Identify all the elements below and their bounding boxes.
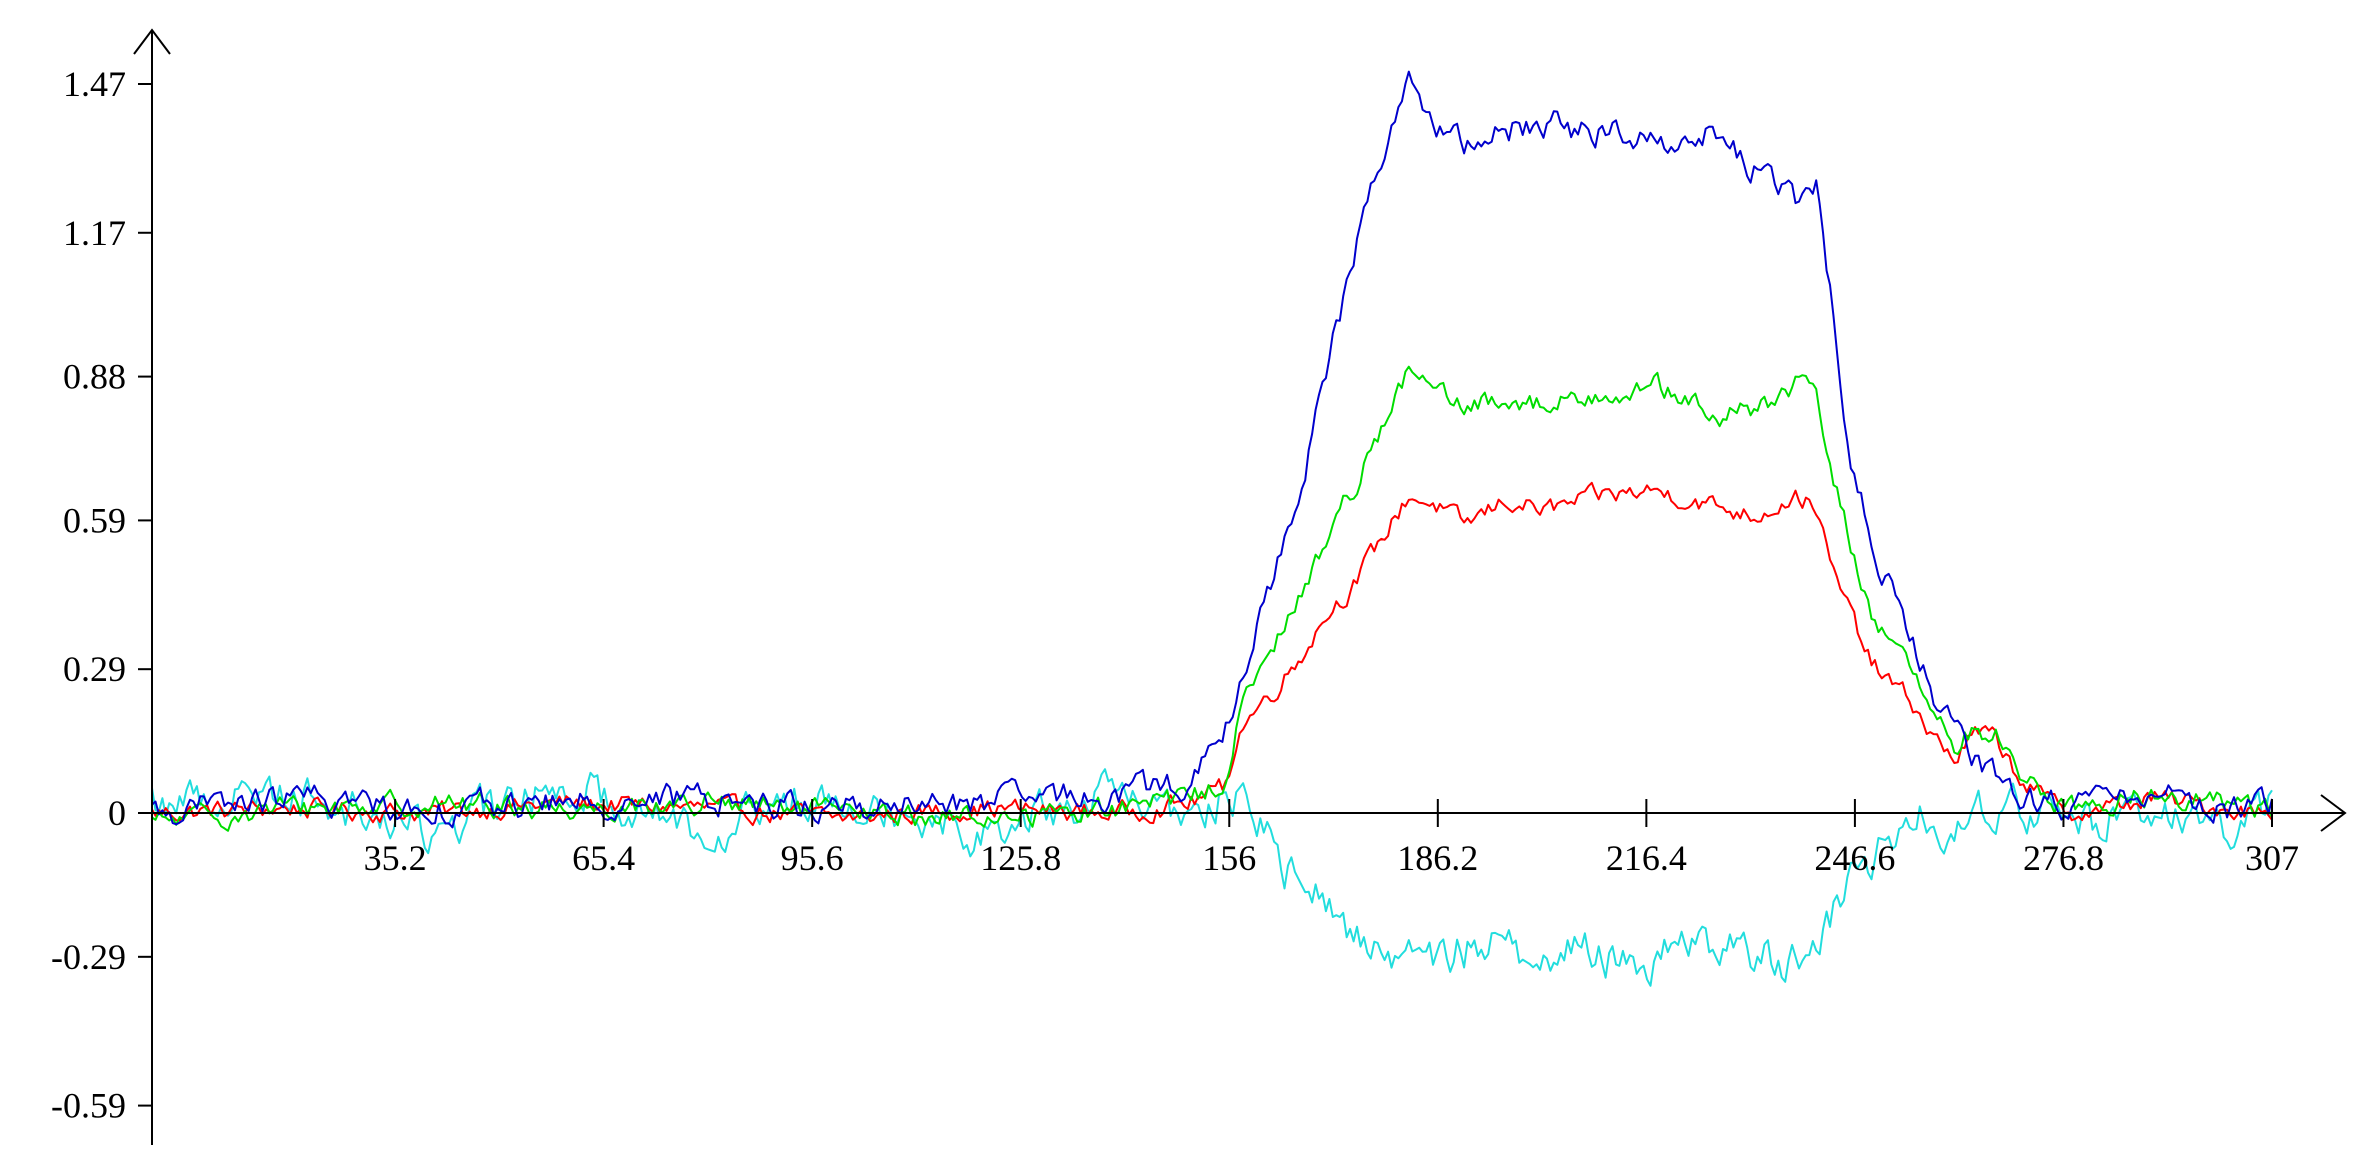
- y-tick-label: 0.59: [63, 500, 126, 540]
- y-tick-label: 0: [108, 793, 126, 833]
- y-tick-label: 1.47: [63, 64, 126, 104]
- y-tick-label: -0.59: [51, 1086, 126, 1126]
- x-tick-label: 95.6: [781, 838, 844, 878]
- x-tick-label: 276.8: [2023, 838, 2104, 878]
- series-line-2: [151, 365, 2273, 832]
- ticks-group: 1.47 1.17 0.88 0.59 0.29 0 -0.29 -0.59 35.2 65.4 9…: [51, 64, 2299, 1126]
- x-tick-label: 246.6: [1814, 838, 1895, 878]
- series-line-3: [151, 70, 2273, 829]
- y-tick-label: 1.17: [63, 213, 126, 253]
- x-axis-arrow: [2320, 794, 2347, 832]
- axes-group: [133, 28, 2347, 1145]
- y-tick-label: 0.88: [63, 357, 126, 397]
- x-tick-label: 186.2: [1397, 838, 1478, 878]
- x-tick-label: 216.4: [1606, 838, 1687, 878]
- y-tick-label: -0.29: [51, 937, 126, 977]
- x-tick-label: 65.4: [572, 838, 635, 878]
- x-tick-label: 156: [1202, 838, 1256, 878]
- x-tick-label: 125.8: [980, 838, 1061, 878]
- x-tick-label: 307: [2245, 838, 2299, 878]
- y-tick-label: 0.29: [63, 649, 126, 689]
- series-line-1: [151, 481, 2273, 827]
- y-axis-arrow: [133, 28, 171, 55]
- x-tick-label: 35.2: [364, 838, 427, 878]
